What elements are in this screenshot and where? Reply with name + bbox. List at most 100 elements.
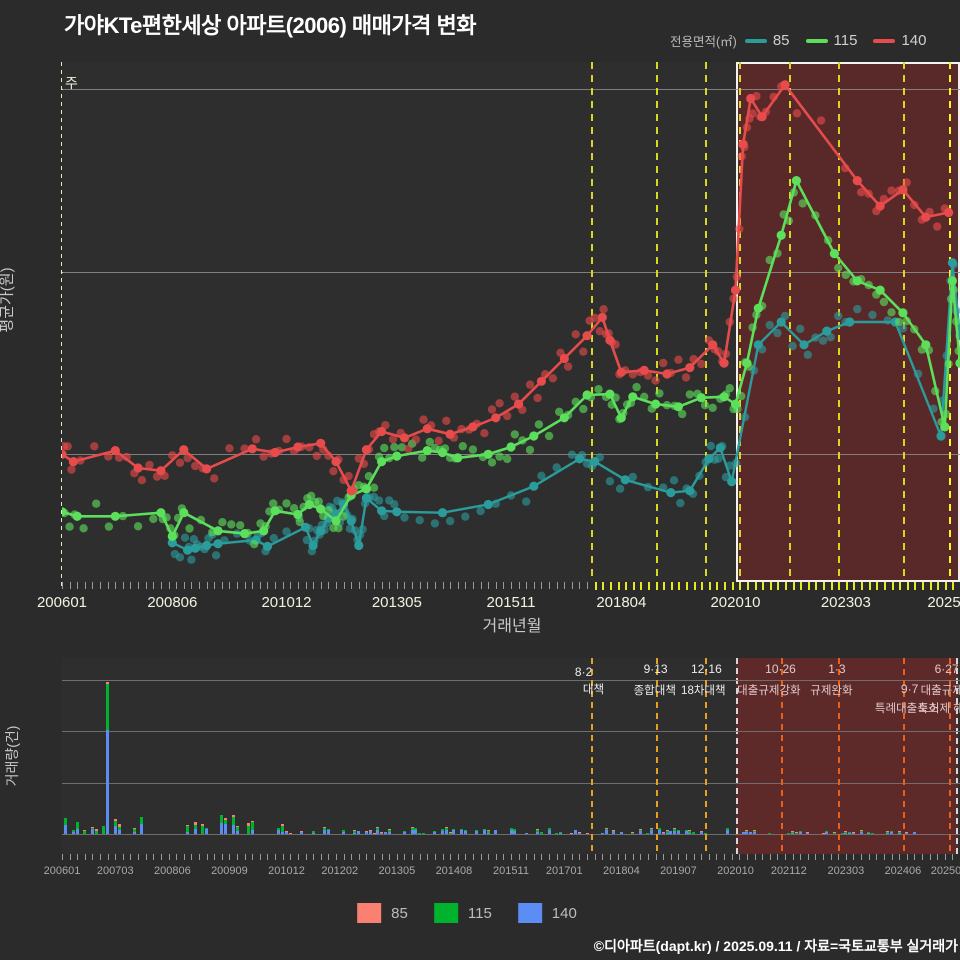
vol-legend-label-115[interactable]: 115 bbox=[467, 904, 492, 922]
volume-bar bbox=[570, 832, 574, 834]
volume-bar-segment bbox=[364, 830, 368, 832]
volume-bar bbox=[612, 829, 616, 834]
volume-bar bbox=[231, 814, 235, 834]
volume-bar bbox=[246, 822, 250, 834]
volume-bar-segment bbox=[433, 830, 437, 832]
volume-bar-segment bbox=[193, 821, 197, 825]
volume-bar-segment bbox=[285, 831, 288, 834]
volume-bar-segment bbox=[753, 829, 757, 831]
volume-bar-segment bbox=[342, 831, 346, 834]
volume-bar-segment bbox=[890, 831, 893, 834]
volume-bar-segment bbox=[402, 830, 406, 832]
volume-bar-segment bbox=[753, 831, 757, 834]
price-chart: 8억6억4억주 bbox=[62, 62, 960, 582]
volume-bar bbox=[619, 831, 623, 834]
policy-name-label: 규제완화 bbox=[810, 685, 853, 697]
volume-bar-segment bbox=[555, 832, 559, 834]
volume-bar bbox=[574, 829, 578, 834]
volume-bar-segment bbox=[250, 829, 254, 834]
volume-bar-segment bbox=[897, 831, 901, 833]
volume-bar-segment bbox=[791, 832, 795, 834]
volume-bar-segment bbox=[486, 829, 490, 831]
volume-x-tick-label: 202010 bbox=[717, 865, 754, 877]
volume-x-tick-label: 201511 bbox=[493, 865, 529, 877]
volume-bar bbox=[867, 831, 871, 834]
volume-bar bbox=[380, 831, 384, 834]
volume-bar bbox=[106, 682, 110, 834]
volume-bar bbox=[323, 826, 327, 834]
policy-vline-volume bbox=[948, 658, 951, 854]
volume-bar bbox=[638, 828, 642, 834]
volume-bar-segment bbox=[676, 829, 680, 831]
volume-bar-segment bbox=[870, 832, 874, 834]
legend-label-140[interactable]: 140 bbox=[901, 32, 927, 49]
volume-bar bbox=[890, 830, 893, 834]
volume-bar bbox=[460, 828, 464, 834]
volume-bar-segment bbox=[536, 828, 540, 830]
volume-bar-segment bbox=[460, 828, 464, 830]
volume-x-tick-label: 201701 bbox=[545, 865, 583, 877]
volume-bar-segment bbox=[224, 823, 228, 834]
volume-bar bbox=[421, 832, 425, 834]
volume-bar-segment bbox=[745, 829, 749, 831]
volume-bar-segment bbox=[848, 831, 852, 833]
volume-bar-segment bbox=[281, 831, 285, 834]
policy-date-label: 12·16 bbox=[691, 662, 722, 676]
volume-bar-segment bbox=[311, 830, 315, 833]
volume-bar bbox=[132, 827, 136, 834]
volume-bar-segment bbox=[912, 831, 916, 834]
volume-bar-segment bbox=[692, 831, 696, 834]
volume-bar-segment bbox=[376, 826, 380, 828]
volume-bar-segment bbox=[311, 832, 315, 834]
policy-vline-volume bbox=[838, 658, 841, 854]
legend-label-115[interactable]: 115 bbox=[833, 32, 858, 49]
price-gridline bbox=[62, 271, 960, 273]
x-tick-label: 201511 bbox=[486, 594, 536, 611]
volume-bar-segment bbox=[205, 828, 209, 834]
volume-bar bbox=[539, 831, 543, 834]
volume-bar-segment bbox=[886, 832, 890, 834]
volume-bar-segment bbox=[64, 817, 68, 825]
policy-vline-volume bbox=[705, 658, 708, 854]
x-tick-label: 200601 bbox=[36, 594, 88, 611]
legend-label-85[interactable]: 85 bbox=[772, 32, 790, 49]
volume-bar-segment bbox=[726, 827, 730, 830]
volume-bar-segment bbox=[897, 830, 901, 832]
volume-bar bbox=[452, 828, 456, 834]
volume-bar-segment bbox=[220, 822, 224, 834]
volume-bar bbox=[657, 827, 661, 834]
volume-bar-segment bbox=[638, 830, 642, 834]
volume-bar-segment bbox=[193, 828, 197, 834]
x-tick-label: 200806 bbox=[147, 594, 198, 611]
series-140 bbox=[62, 80, 954, 496]
volume-bar-segment bbox=[673, 827, 677, 829]
vol-legend-label-140[interactable]: 140 bbox=[551, 904, 577, 922]
volume-x-tick-label: 201907 bbox=[660, 865, 697, 877]
volume-bar-segment bbox=[848, 832, 852, 834]
volume-bar bbox=[669, 830, 673, 834]
volume-bar bbox=[224, 817, 228, 834]
x-tick-label: 2025 bbox=[927, 594, 960, 611]
volume-bar-segment bbox=[905, 831, 909, 833]
volume-bar-segment bbox=[650, 828, 654, 830]
volume-bar-segment bbox=[186, 825, 190, 832]
volume-bar-segment bbox=[794, 832, 798, 834]
volume-bar bbox=[285, 830, 288, 834]
volume-bar-segment bbox=[83, 829, 87, 831]
volume-bar bbox=[886, 830, 890, 834]
volume-bar bbox=[463, 829, 467, 834]
volume-bar-segment bbox=[745, 830, 749, 832]
volume-bar-segment bbox=[285, 830, 288, 832]
volume-bar bbox=[342, 829, 346, 834]
volume-bar bbox=[475, 829, 479, 834]
volume-bar-segment bbox=[673, 828, 677, 831]
volume-bar-segment bbox=[798, 831, 802, 834]
vol-legend-label-85[interactable]: 85 bbox=[391, 904, 408, 922]
volume-x-axis: 200601 200703 200806 200909 201012 201202 2013… bbox=[44, 854, 960, 877]
policy-vline bbox=[655, 62, 658, 582]
series-115 bbox=[62, 176, 960, 549]
policy-vline bbox=[788, 62, 791, 582]
volume-bar-segment bbox=[387, 831, 391, 834]
volume-bar bbox=[753, 829, 757, 834]
